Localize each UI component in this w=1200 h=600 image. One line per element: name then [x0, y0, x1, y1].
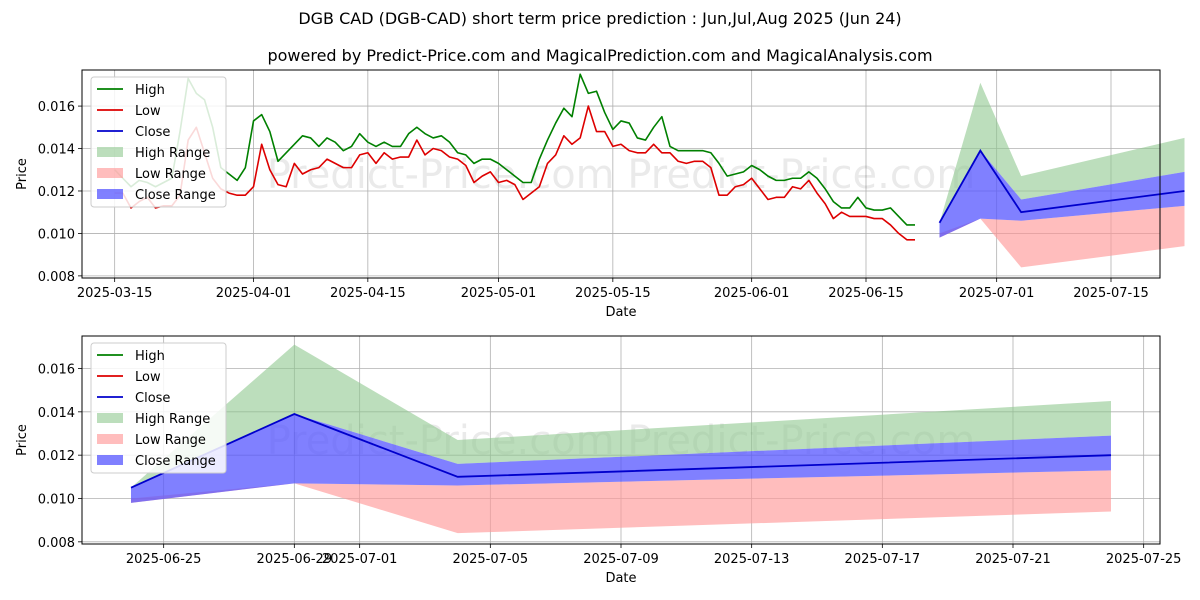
bottom-ytick-label: 0.016	[38, 363, 75, 378]
bottom-legend: High Low Close High Range Low Range Close Ran…	[90, 342, 227, 474]
top-xtick-label: 2025-06-15	[828, 286, 904, 301]
bottom-high-range-band	[131, 344, 1111, 488]
top-close-line	[938, 148, 1185, 224]
bottom-legend-swatch	[97, 413, 123, 423]
bottom-legend-label: High Range	[135, 412, 210, 427]
top-ytick-label: 0.014	[38, 143, 75, 158]
bottom-close-range-band	[131, 414, 1111, 503]
top-xtick-label: 2025-07-15	[1073, 286, 1149, 301]
bottom-xtick-label: 2025-07-25	[1106, 552, 1182, 567]
top-xtick-label: 2025-05-15	[575, 286, 651, 301]
bottom-xtick-label: 2025-07-05	[453, 552, 529, 567]
bottom-ytick-label: 0.012	[38, 449, 75, 464]
top-frame	[81, 69, 1161, 279]
bottom-xtick-label: 2025-07-09	[583, 552, 659, 567]
top-legend-label: Close Range	[135, 188, 216, 203]
top-ytick-label: 0.008	[38, 270, 75, 285]
top-legend-box	[90, 76, 227, 208]
bottom-xtick-label: 2025-07-13	[714, 552, 790, 567]
chart-subtitle: powered by Predict-Price.com and Magical…	[267, 46, 933, 65]
bottom-frame	[81, 335, 1161, 545]
top-legend-label: High Range	[135, 146, 210, 161]
top-xtick-label: 2025-06-01	[714, 286, 790, 301]
top-low-range-band	[939, 205, 1185, 268]
bottom-xtick-label: 2025-06-29	[257, 552, 333, 567]
top-plot: 2025-03-15 2025-04-01 2025-04-15 2025-05-01…	[15, 69, 1185, 320]
top-ytick-label: 0.012	[38, 185, 75, 200]
bottom-legend-label: Close Range	[135, 454, 216, 469]
top-legend-swatch	[97, 189, 123, 199]
top-xtick-label: 2025-04-01	[216, 286, 292, 301]
top-legend-label: Close	[135, 125, 170, 140]
top-ytick-label: 0.016	[38, 100, 75, 115]
top-low-line	[114, 105, 915, 241]
top-high-line	[114, 73, 915, 226]
top-ylabel: Price	[15, 158, 30, 190]
top-legend-label: Low Range	[135, 167, 206, 182]
top-legend-label: High	[135, 83, 165, 98]
top-legend-label: Low	[135, 104, 161, 119]
bottom-legend-box	[90, 342, 227, 474]
bottom-legend-swatch	[97, 434, 123, 444]
top-high-range-band	[939, 82, 1185, 223]
chart-title: DGB CAD (DGB-CAD) short term price predi…	[298, 9, 902, 28]
top-xtick-label: 2025-03-15	[77, 286, 153, 301]
top-xtick-label: 2025-04-15	[330, 286, 406, 301]
bottom-ylabel: Price	[15, 424, 30, 456]
top-legend-swatch	[97, 147, 123, 157]
bottom-xtick-label: 2025-06-25	[126, 552, 202, 567]
top-close-range-band	[939, 150, 1185, 238]
bottom-ytick-label: 0.010	[38, 493, 75, 508]
bottom-legend-swatch	[97, 455, 123, 465]
bottom-legend-label: Close	[135, 391, 170, 406]
top-watermark: Predict-Price.com Predict-Price.com	[267, 152, 976, 198]
bottom-ytick-label: 0.014	[38, 406, 75, 421]
top-xtick-label: 2025-07-01	[959, 286, 1035, 301]
bottom-xtick-label: 2025-07-01	[322, 552, 398, 567]
top-legend: High Low Close High Range Low Range Close Ran…	[90, 76, 227, 208]
top-ytick-label: 0.010	[38, 227, 75, 242]
bottom-low-range-band	[131, 470, 1111, 534]
bottom-xlabel: Date	[605, 571, 636, 586]
bottom-xtick-label: 2025-07-17	[845, 552, 921, 567]
top-xtick-label: 2025-05-01	[461, 286, 537, 301]
bottom-legend-label: Low	[135, 370, 161, 385]
bottom-ytick-label: 0.008	[38, 536, 75, 551]
top-legend-swatch	[97, 168, 123, 178]
bottom-legend-label: High	[135, 349, 165, 364]
bottom-legend-label: Low Range	[135, 433, 206, 448]
top-xlabel: Date	[605, 305, 636, 320]
bottom-xtick-label: 2025-07-21	[975, 552, 1051, 567]
